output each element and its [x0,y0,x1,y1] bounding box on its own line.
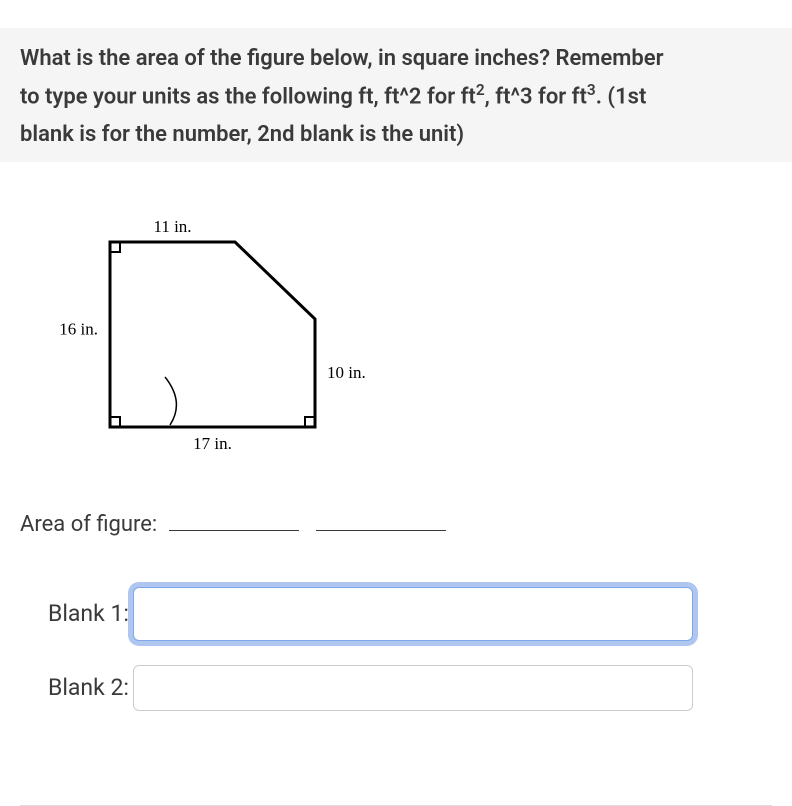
blank-number-underline [169,530,299,531]
question-text: What is the area of the figure below, in… [20,40,772,154]
blank-1-input[interactable] [133,587,693,641]
q-sup2: 3 [587,81,596,99]
blank-2-label: Blank 2: [48,674,129,701]
blank-1-row: Blank 1: [48,587,772,641]
area-of-figure-line: Area of figure: [0,482,792,537]
question-block: What is the area of the figure below, in… [0,28,792,162]
figure-wrap: 11 in. 16 in. 10 in. 17 in. [0,162,792,482]
svg-text:17 in.: 17 in. [193,434,232,453]
geometry-figure: 11 in. 16 in. 10 in. 17 in. [20,202,380,462]
divider [20,805,772,806]
q-line2b: , ft^3 for ft [485,85,587,110]
blank-2-row: Blank 2: [48,665,772,711]
blank-1-label: Blank 1: [48,600,129,627]
svg-text:16 in.: 16 in. [59,319,98,338]
svg-text:10 in.: 10 in. [327,363,366,382]
q-line2c: . (1st [596,85,647,110]
q-line2a: to type your units as the following ft, … [20,85,476,110]
area-prompt-label: Area of figure: [20,512,157,537]
q-line1: What is the area of the figure below, in… [20,46,664,71]
svg-text:11 in.: 11 in. [153,217,191,236]
blank-unit-underline [316,530,446,531]
answer-inputs: Blank 1: Blank 2: [0,537,792,775]
q-line3: blank is for the number, 2nd blank is th… [20,122,464,147]
blank-2-input[interactable] [133,665,693,711]
q-sup1: 2 [476,81,485,99]
